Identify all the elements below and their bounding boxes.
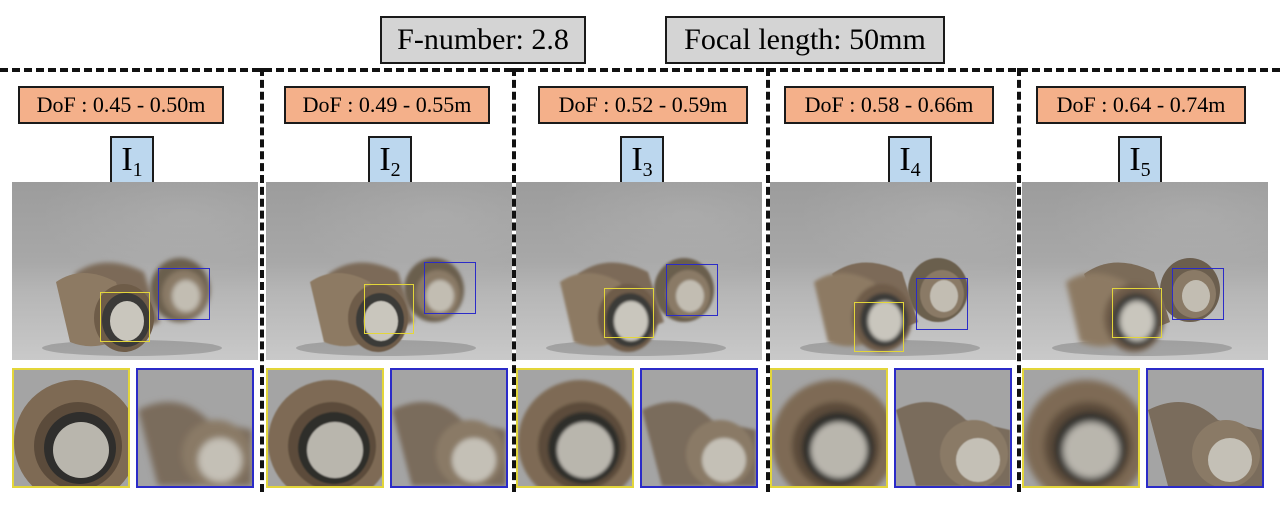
image-index-label: I2 — [368, 136, 412, 184]
image-index-label: I4 — [888, 136, 932, 184]
zoom-crop-near — [12, 368, 130, 488]
roi-near-box — [364, 284, 414, 334]
panel-1: DoF : 0.45 - 0.50m I1 — [12, 72, 258, 492]
roi-far-box — [424, 262, 476, 314]
binoculars-illustration — [296, 258, 476, 356]
dof-range-label: DoF : 0.58 - 0.66m — [784, 86, 994, 124]
binoculars-illustration — [800, 258, 980, 356]
focal-length-label: Focal length: 50mm — [665, 16, 945, 64]
image-index-subscript: 3 — [642, 159, 653, 181]
zoom-crop-far — [136, 368, 254, 488]
image-index-label: I1 — [110, 136, 154, 184]
dof-range-label: DoF : 0.64 - 0.74m — [1036, 86, 1246, 124]
roi-far-box — [916, 278, 968, 330]
roi-near-box — [100, 292, 150, 342]
rendered-binoculars-image — [516, 182, 762, 360]
zoom-crop-near — [770, 368, 888, 488]
zoom-crop-far — [640, 368, 758, 488]
zoom-crop-far — [894, 368, 1012, 488]
roi-far-box — [666, 264, 718, 316]
image-index-letter: I — [379, 141, 391, 178]
dof-range-label: DoF : 0.49 - 0.55m — [284, 86, 490, 124]
rendered-binoculars-image — [1022, 182, 1268, 360]
zoom-crop-near — [1022, 368, 1140, 488]
binoculars-illustration — [1052, 258, 1232, 356]
dashed-divider-vertical — [1017, 68, 1021, 492]
roi-far-box — [1172, 268, 1224, 320]
roi-near-box — [604, 288, 654, 338]
panel-4: DoF : 0.58 - 0.66m I4 — [770, 72, 1016, 492]
dashed-divider-vertical — [260, 68, 264, 492]
image-index-letter: I — [631, 141, 643, 178]
roi-far-box — [158, 268, 210, 320]
image-index-subscript: 1 — [132, 159, 143, 181]
f-number-label: F-number: 2.8 — [380, 16, 586, 64]
panel-2: DoF : 0.49 - 0.55m I2 — [266, 72, 512, 492]
dof-range-label: DoF : 0.45 - 0.50m — [18, 86, 224, 124]
rendered-binoculars-image — [266, 182, 512, 360]
panel-5: DoF : 0.64 - 0.74m I5 — [1022, 72, 1268, 492]
binoculars-illustration — [546, 258, 726, 356]
dashed-divider-horizontal — [0, 68, 1280, 72]
image-index-subscript: 5 — [1140, 159, 1151, 181]
rendered-binoculars-image — [12, 182, 258, 360]
image-index-label: I3 — [620, 136, 664, 184]
zoom-crop-near — [266, 368, 384, 488]
image-index-letter: I — [121, 141, 133, 178]
roi-near-box — [1112, 288, 1162, 338]
dof-range-label: DoF : 0.52 - 0.59m — [538, 86, 748, 124]
roi-near-box — [854, 302, 904, 352]
image-index-label: I5 — [1118, 136, 1162, 184]
binoculars-illustration — [42, 258, 222, 356]
zoom-crop-far — [1146, 368, 1264, 488]
zoom-crop-far — [390, 368, 508, 488]
zoom-crop-near — [516, 368, 634, 488]
dashed-divider-vertical — [766, 68, 770, 492]
rendered-binoculars-image — [770, 182, 1016, 360]
image-index-letter: I — [1129, 141, 1141, 178]
image-index-subscript: 4 — [910, 159, 921, 181]
image-index-letter: I — [899, 141, 911, 178]
panel-3: DoF : 0.52 - 0.59m I3 — [516, 72, 762, 492]
dashed-divider-vertical — [512, 68, 516, 492]
image-index-subscript: 2 — [390, 159, 401, 181]
